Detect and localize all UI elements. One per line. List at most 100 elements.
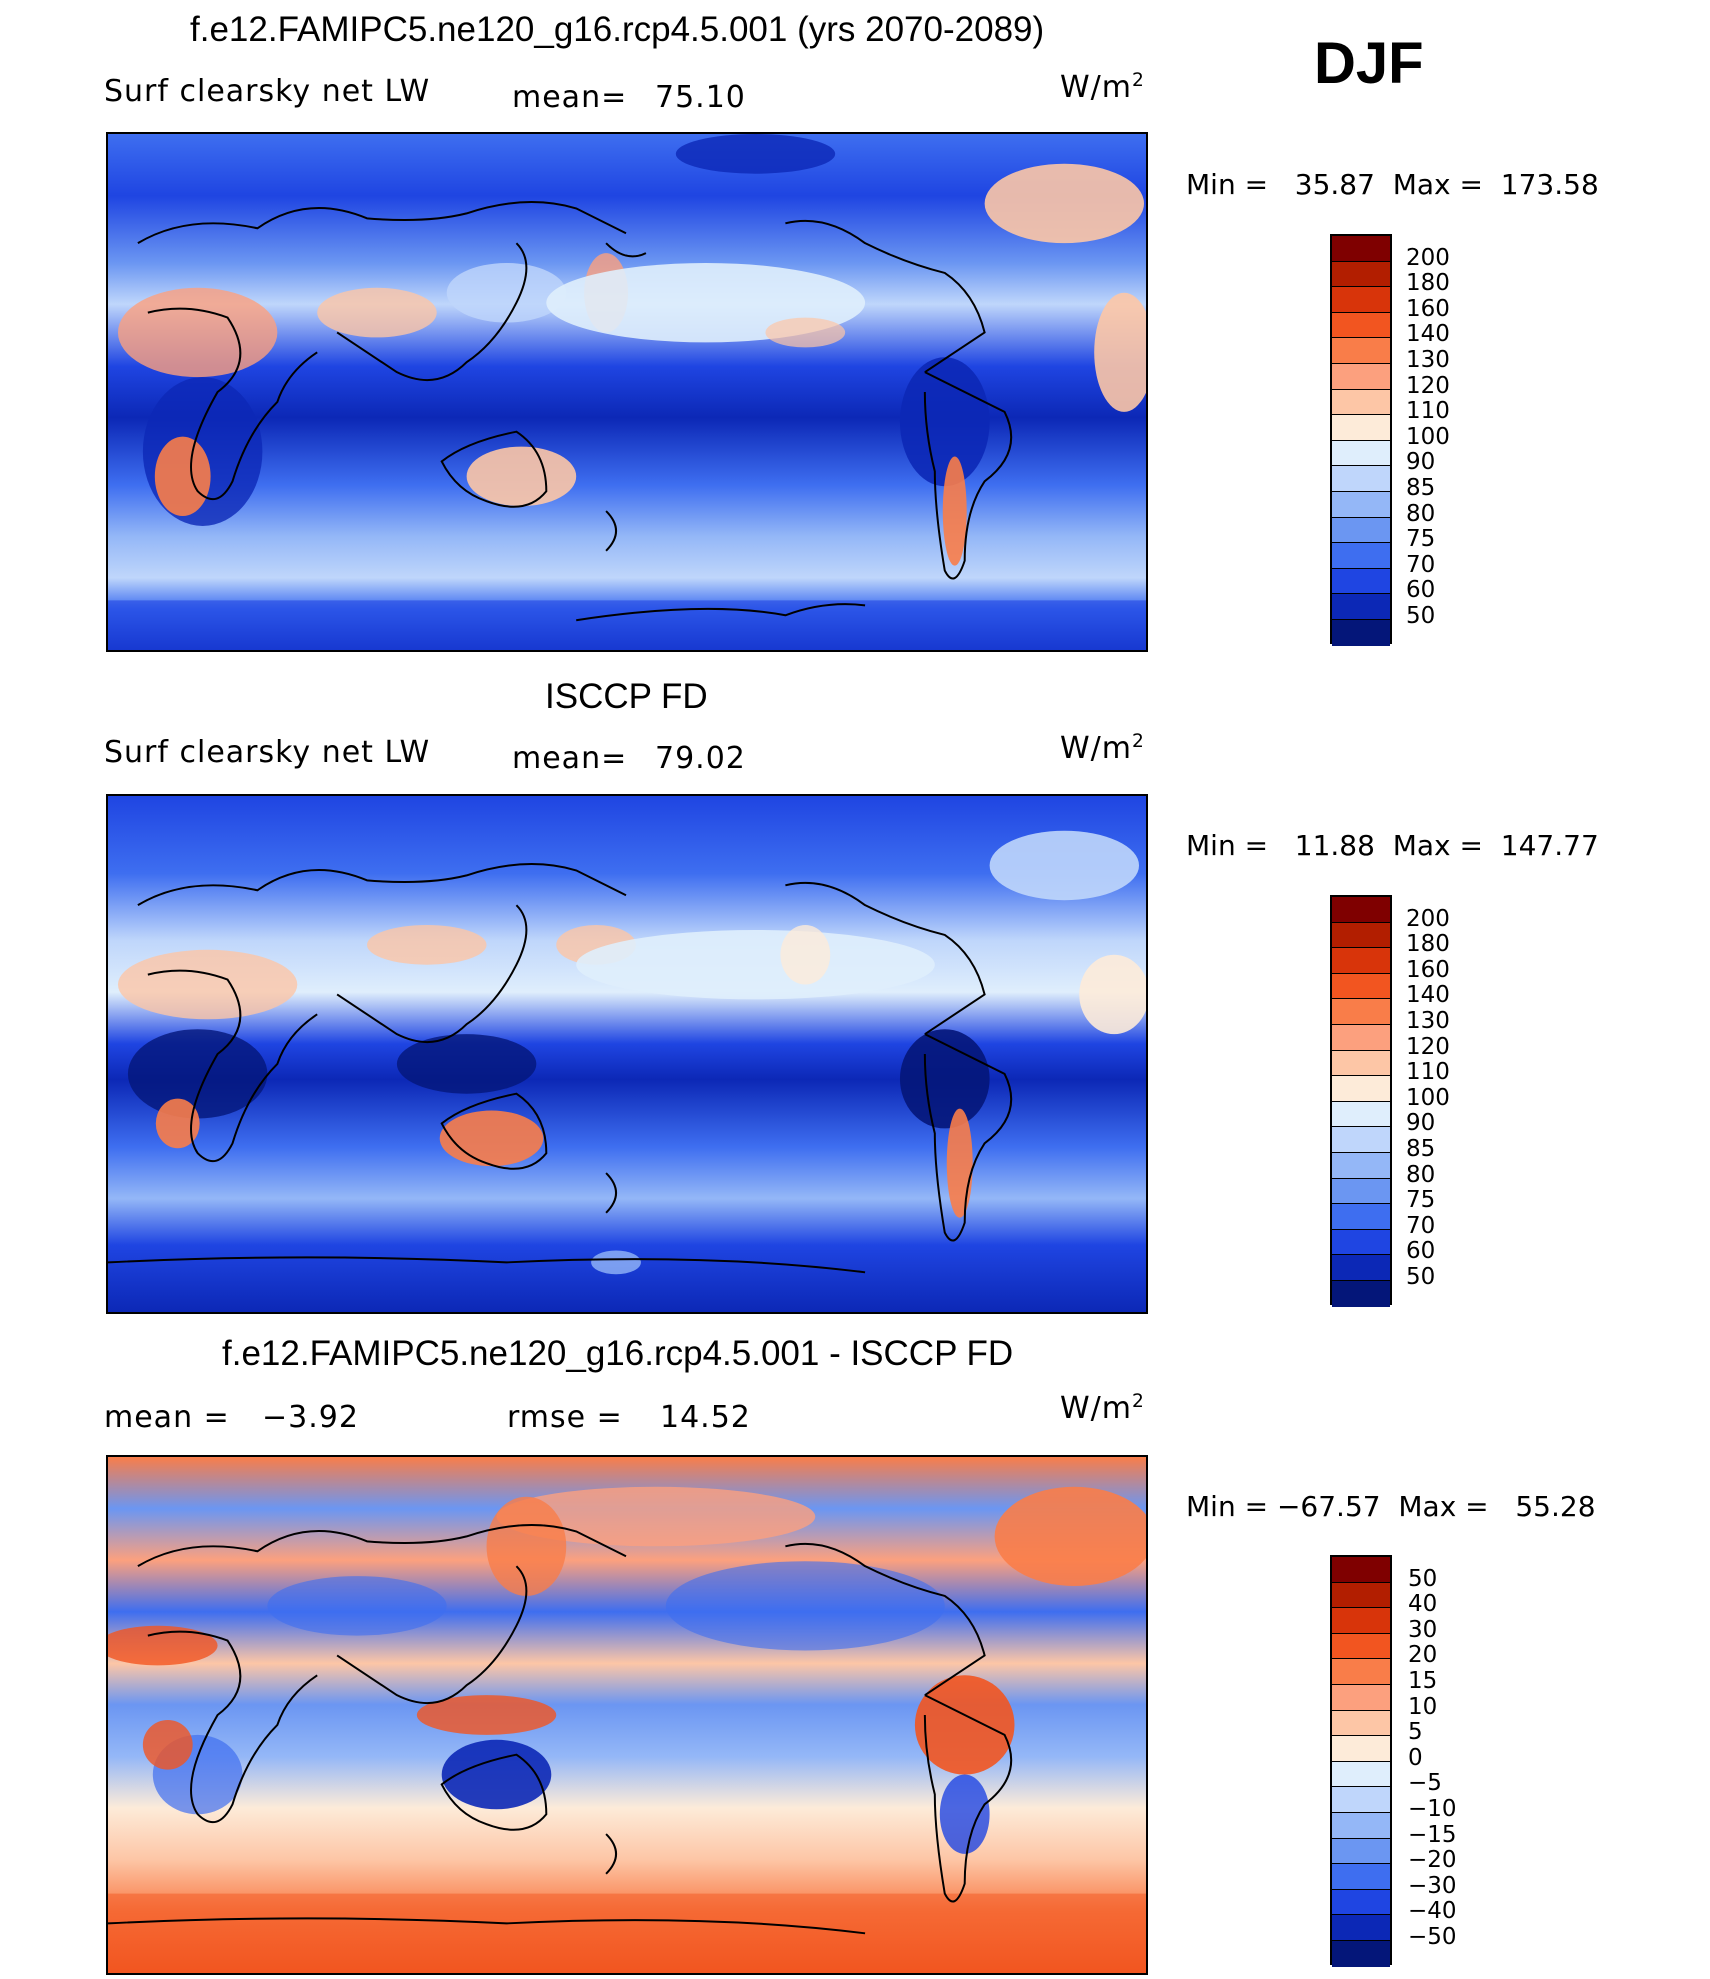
panel3-rmse-label: rmse = (507, 1400, 623, 1435)
colorbar-tick-label: 20 (1408, 1642, 1438, 1669)
colorbar-tick-label: −10 (1408, 1796, 1457, 1822)
colorbar-tick-label: 80 (1406, 500, 1436, 527)
panel2-mean-value: 79.02 (655, 741, 746, 776)
colorbar-swatch (1332, 389, 1390, 416)
colorbar-tick-label: −20 (1408, 1847, 1457, 1874)
colorbar-swatch (1332, 1101, 1390, 1128)
colorbar-tick-label: 80 (1406, 1161, 1436, 1188)
panel2-variable-label: Surf clearsky net LW (104, 735, 431, 770)
colorbar-swatch (1332, 1255, 1390, 1281)
panel2-title: ISCCP FD (545, 677, 708, 716)
colorbar-swatch (1332, 1280, 1390, 1307)
panel1-variable-label: Surf clearsky net LW (104, 74, 431, 109)
colorbar-tick-label: −40 (1408, 1898, 1457, 1925)
colorbar-tick-label: 110 (1406, 398, 1450, 425)
colorbar-tick-label: 50 (1406, 603, 1436, 629)
panel2-unit: W/m2 (1060, 731, 1145, 766)
panel1-mean-label: mean= (512, 80, 628, 115)
colorbar-swatch (1332, 1812, 1390, 1839)
colorbar-tick-label: 140 (1406, 321, 1450, 348)
colorbar-swatch (1332, 922, 1390, 949)
colorbar-tick-label: 70 (1406, 1212, 1436, 1239)
panel3-mean-value: −3.92 (262, 1400, 359, 1435)
colorbar-tick-label: 160 (1406, 295, 1450, 322)
colorbar-tick-label: 130 (1406, 347, 1450, 373)
colorbar-tick-label: 120 (1406, 1033, 1450, 1060)
colorbar-swatch (1332, 517, 1390, 544)
colorbar-swatch (1332, 1152, 1390, 1179)
panel2-map (106, 794, 1148, 1314)
colorbar-tick-label: −5 (1408, 1770, 1442, 1797)
colorbar-tick-label: 30 (1408, 1616, 1438, 1643)
colorbar-tick-label: 85 (1406, 1136, 1436, 1162)
colorbar-swatch (1332, 948, 1390, 974)
panel3-unit: W/m2 (1060, 1391, 1145, 1426)
colorbar-tick-label: 5 (1408, 1719, 1423, 1746)
colorbar-swatch (1332, 363, 1390, 390)
colorbar-swatch (1332, 1915, 1390, 1941)
colorbar-swatch (1332, 261, 1390, 288)
colorbar-swatch (1332, 338, 1390, 364)
colorbar-tick-label: 85 (1406, 475, 1436, 501)
panel3-map (106, 1455, 1148, 1975)
panel1-min-max: Min = 35.87 Max = 173.58 (1186, 168, 1599, 201)
colorbar-tick-label: 70 (1406, 551, 1436, 578)
colorbar-swatch (1332, 466, 1390, 492)
colorbar-swatch (1332, 619, 1390, 646)
colorbar-swatch (1332, 1024, 1390, 1051)
colorbar-tick-label: 60 (1406, 1238, 1436, 1265)
colorbar-swatch (1332, 1761, 1390, 1788)
colorbar-swatch (1332, 1557, 1390, 1583)
panel1-map (106, 132, 1148, 652)
colorbar-swatch (1332, 1710, 1390, 1737)
panel3-mean-label: mean = (104, 1400, 230, 1435)
colorbar-swatch (1332, 287, 1390, 313)
colorbar-swatch (1332, 1838, 1390, 1865)
colorbar-tick-label: −50 (1408, 1924, 1457, 1950)
colorbar-tick-label: 90 (1406, 449, 1436, 476)
panel3-min-max: Min = −67.57 Max = 55.28 (1186, 1490, 1596, 1523)
colorbar-tick-label: 130 (1406, 1008, 1450, 1034)
colorbar-tick-label: 160 (1406, 956, 1450, 983)
panel1-title: f.e12.FAMIPC5.ne120_g16.rcp4.5.001 (yrs … (190, 10, 1045, 49)
colorbar-swatch (1332, 1736, 1390, 1762)
season-label: DJF (1314, 31, 1424, 96)
colorbar-swatch (1332, 440, 1390, 467)
colorbar-swatch (1332, 999, 1390, 1025)
colorbar-tick-label: 10 (1408, 1693, 1438, 1720)
panel3-title: f.e12.FAMIPC5.ne120_g16.rcp4.5.001 - ISC… (222, 1334, 1014, 1373)
colorbar-swatch (1332, 1582, 1390, 1609)
colorbar-swatch (1332, 1889, 1390, 1916)
panel1-colorbar (1330, 234, 1392, 646)
panel3-colorbar (1330, 1555, 1392, 1967)
panel2-map-field (108, 796, 1146, 1312)
colorbar-swatch (1332, 1127, 1390, 1153)
colorbar-tick-label: 75 (1406, 526, 1436, 553)
colorbar-swatch (1332, 897, 1390, 923)
panel1-mean-value: 75.10 (655, 80, 746, 115)
colorbar-swatch (1332, 594, 1390, 620)
colorbar-tick-label: 50 (1406, 1264, 1436, 1290)
panel3-rmse-value: 14.52 (660, 1400, 751, 1435)
panel2-colorbar (1330, 895, 1392, 1307)
colorbar-swatch (1332, 1229, 1390, 1256)
colorbar-swatch (1332, 415, 1390, 441)
colorbar-swatch (1332, 1076, 1390, 1102)
colorbar-swatch (1332, 312, 1390, 339)
panel1-unit: W/m2 (1060, 70, 1145, 105)
colorbar-tick-label: 40 (1408, 1591, 1438, 1618)
colorbar-swatch (1332, 1608, 1390, 1634)
colorbar-swatch (1332, 1659, 1390, 1685)
colorbar-swatch (1332, 1684, 1390, 1711)
colorbar-tick-label: 75 (1406, 1187, 1436, 1214)
colorbar-tick-label: 180 (1406, 270, 1450, 297)
colorbar-swatch (1332, 236, 1390, 262)
colorbar-tick-label: 100 (1406, 423, 1450, 450)
colorbar-tick-label: 15 (1408, 1668, 1438, 1694)
colorbar-swatch (1332, 1050, 1390, 1077)
colorbar-tick-label: 110 (1406, 1059, 1450, 1086)
colorbar-swatch (1332, 1940, 1390, 1967)
colorbar-swatch (1332, 1178, 1390, 1205)
colorbar-tick-label: 60 (1406, 577, 1436, 604)
colorbar-swatch (1332, 1633, 1390, 1660)
